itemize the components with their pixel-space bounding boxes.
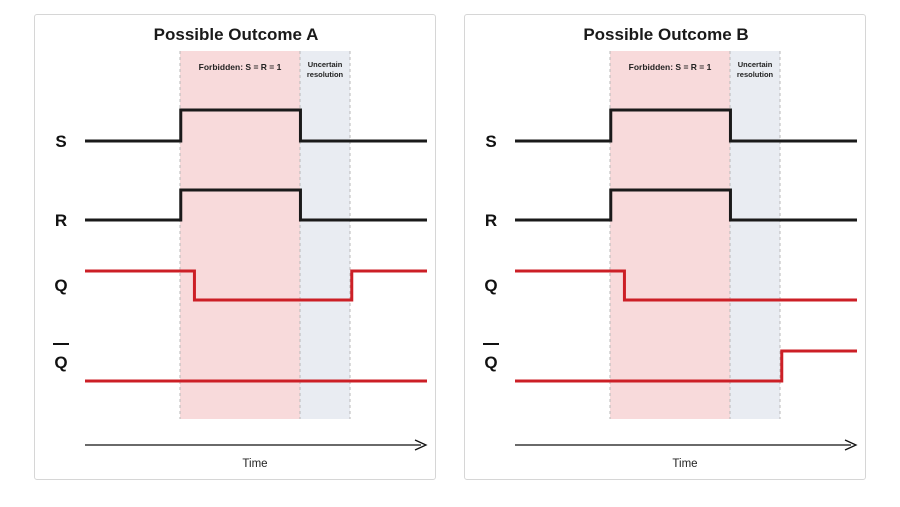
signal-label-r: R [485, 211, 497, 230]
waveform-q [515, 269, 857, 302]
panel-title: Possible Outcome A [154, 25, 319, 44]
time-axis-arrowhead [414, 439, 428, 451]
uncertain-label-line1: Uncertain [308, 60, 343, 69]
uncertain-region [730, 51, 780, 419]
time-axis-label: Time [242, 458, 267, 470]
forbidden-label: Forbidden: S = R = 1 [199, 62, 282, 72]
waveform-q [85, 269, 427, 302]
uncertain-label-line1: Uncertain [738, 60, 773, 69]
signal-label-qbar: Q [484, 353, 497, 372]
outcome-a-panel: Possible Outcome A Forbidden: S = R = 1 … [34, 14, 436, 480]
waveform-qbar [515, 349, 857, 383]
forbidden-region [610, 51, 730, 419]
signal-label-qbar: Q [54, 353, 67, 372]
timing-diagram-b: Possible Outcome B Forbidden: S = R = 1 … [483, 25, 858, 470]
signal-label-s: S [55, 132, 66, 151]
uncertain-region [300, 51, 350, 419]
signal-label-q: Q [54, 276, 67, 295]
forbidden-region [180, 51, 300, 419]
time-axis-arrowhead [844, 439, 858, 451]
waveform-r [515, 188, 857, 222]
outcome-b-panel: Possible Outcome B Forbidden: S = R = 1 … [464, 14, 866, 480]
waveform-r [85, 188, 427, 222]
timing-diagram-a: Possible Outcome A Forbidden: S = R = 1 … [53, 25, 428, 470]
forbidden-label: Forbidden: S = R = 1 [629, 62, 712, 72]
signal-label-q: Q [484, 276, 497, 295]
uncertain-label-line2: resolution [307, 70, 344, 79]
signal-label-s: S [485, 132, 496, 151]
waveform-s [515, 108, 857, 143]
uncertain-label-line2: resolution [737, 70, 774, 79]
waveform-s [85, 108, 427, 143]
signal-label-r: R [55, 211, 67, 230]
time-axis-label: Time [672, 458, 697, 470]
panel-title: Possible Outcome B [583, 25, 748, 44]
